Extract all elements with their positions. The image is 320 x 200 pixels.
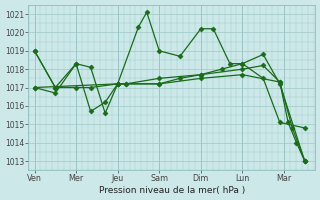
X-axis label: Pression niveau de la mer( hPa ): Pression niveau de la mer( hPa ) — [99, 186, 245, 195]
